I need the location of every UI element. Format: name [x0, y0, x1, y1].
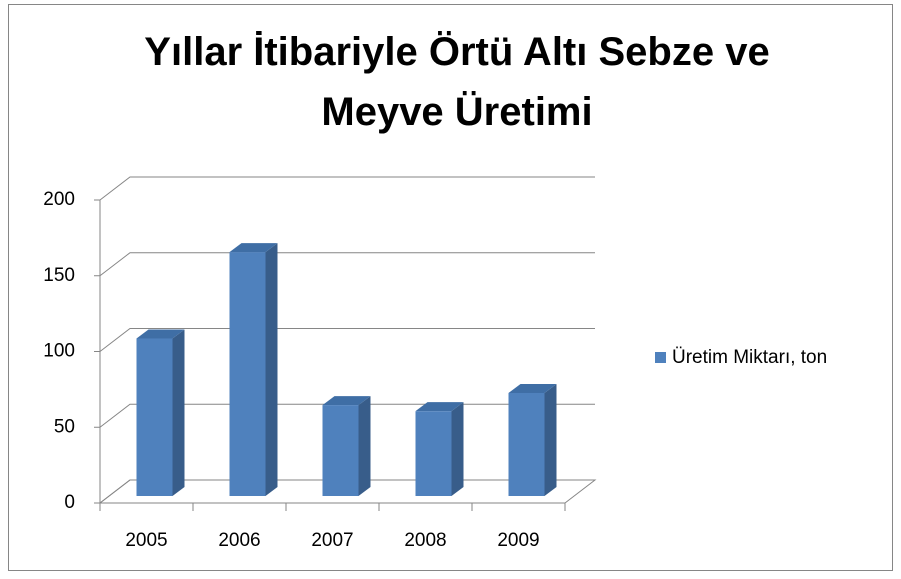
- x-tick-label: 2007: [311, 530, 353, 551]
- y-tick-label: 50: [54, 416, 75, 437]
- legend-label: Üretim Miktarı, ton: [672, 347, 827, 368]
- y-tick-label: 200: [43, 189, 75, 210]
- y-tick-label: 150: [43, 265, 75, 286]
- bar-top: [229, 243, 278, 253]
- x-tick-label: 2006: [218, 530, 260, 551]
- grid-line: [99, 176, 595, 201]
- bar: [508, 392, 545, 496]
- bar: [322, 405, 359, 496]
- y-tick-label: 100: [43, 341, 75, 362]
- bar-side: [358, 396, 371, 496]
- bar-top: [322, 396, 371, 406]
- bar-side: [172, 329, 185, 496]
- chart-title: Yıllar İtibariyle Örtü Altı Sebze ve Mey…: [144, 30, 770, 134]
- bar: [136, 338, 173, 496]
- bar: [415, 411, 452, 496]
- bar-top: [508, 383, 557, 393]
- grid-line: [99, 328, 595, 352]
- x-tick-label: 2009: [497, 530, 539, 551]
- bar-top: [136, 329, 185, 339]
- x-tick-label: 2008: [404, 530, 446, 551]
- bar-side: [265, 243, 278, 496]
- bar: [229, 252, 266, 496]
- legend-swatch: [655, 352, 666, 363]
- bar-top: [415, 402, 464, 412]
- bar-side: [451, 402, 464, 496]
- x-tick-label: 2005: [125, 530, 167, 551]
- grid-line: [99, 252, 595, 277]
- y-tick-label: 0: [64, 492, 75, 513]
- bar-side: [544, 383, 557, 496]
